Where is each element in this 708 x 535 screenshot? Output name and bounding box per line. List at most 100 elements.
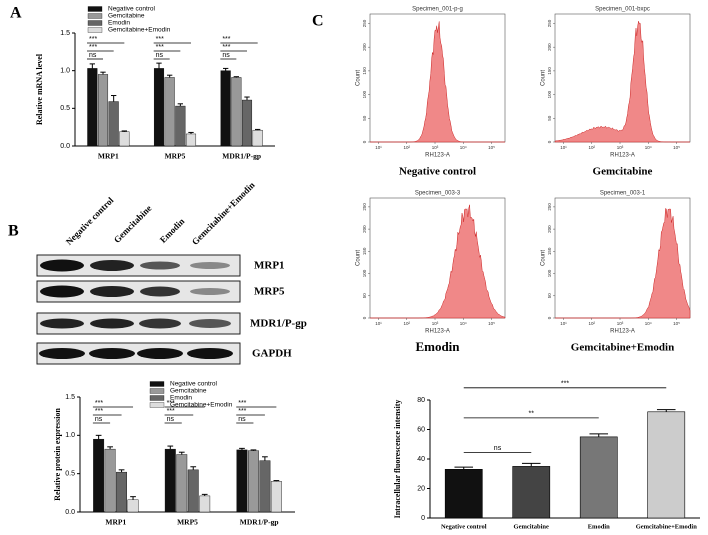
bar bbox=[247, 450, 259, 513]
bar bbox=[176, 454, 188, 513]
flow-panel: 10¹ 10² 10³ 10⁴ 10⁵ 0 50 100 150 200 250 Specimen_0… bbox=[541, 191, 691, 354]
y-tick-label: 200 bbox=[362, 225, 367, 233]
caption: Emodin bbox=[415, 339, 460, 354]
legend-swatch bbox=[87, 13, 103, 19]
y-tick-label: 0 bbox=[547, 140, 552, 143]
lane-label: Emodin bbox=[158, 216, 187, 245]
y-tick-label: 50 bbox=[547, 293, 552, 299]
histogram bbox=[555, 207, 691, 319]
bar bbox=[579, 436, 618, 519]
legend-swatch bbox=[149, 402, 165, 408]
flow-panel: 10¹ 10² 10³ 10⁴ 10⁵ 0 50 100 150 200 250 Specimen_0… bbox=[356, 191, 506, 354]
flow-panel: 10¹ 10² 10³ 10⁴ 10⁵ 0 50 100 150 200 250 Specimen_0… bbox=[356, 7, 506, 178]
histogram bbox=[370, 21, 505, 143]
y-tick-label: 50 bbox=[362, 293, 367, 299]
x-tick-label: 10¹ bbox=[375, 321, 382, 326]
significance-label: ns bbox=[156, 52, 164, 59]
x-tick-label: 10³ bbox=[432, 321, 439, 326]
x-tick-label: MRP1 bbox=[98, 152, 119, 161]
legend-label: Negative control bbox=[170, 381, 218, 388]
y-axis-label: Relative mRNA level bbox=[35, 53, 44, 125]
legend-label: Gemcitabine bbox=[170, 388, 207, 395]
legend-swatch bbox=[87, 27, 103, 33]
legend-label: Negative control bbox=[108, 6, 156, 13]
y-axis-label: Count bbox=[541, 70, 547, 86]
x-tick-label: 10² bbox=[404, 321, 411, 326]
x-axis-label: RH123-A bbox=[610, 329, 635, 335]
y-tick-label: 150 bbox=[547, 67, 552, 75]
lane-label: Gemcitabine bbox=[112, 203, 154, 245]
y-tick-label: 0 bbox=[421, 515, 425, 522]
protein-label: MDR1/P-gp bbox=[250, 318, 307, 330]
x-tick-label: 10³ bbox=[432, 145, 439, 150]
x-tick-label: 10² bbox=[404, 145, 411, 150]
y-tick-label: 250 bbox=[362, 203, 367, 211]
x-axis-label: RH123-A bbox=[610, 153, 635, 159]
x-tick-label: MRP5 bbox=[165, 152, 186, 161]
y-tick-label: 150 bbox=[362, 67, 367, 75]
protein-label: MRP1 bbox=[254, 260, 285, 272]
blot-row bbox=[36, 254, 241, 277]
flow-panel: 10¹ 10² 10³ 10⁴ 10⁵ 0 50 100 150 200 250 Specimen_0… bbox=[541, 7, 691, 178]
y-tick-label: 0.0 bbox=[65, 509, 75, 516]
protein-label: MRP5 bbox=[254, 286, 285, 298]
y-tick-label: 1.0 bbox=[65, 432, 75, 439]
x-tick-label: 10⁵ bbox=[488, 145, 495, 150]
bar bbox=[270, 481, 282, 513]
x-tick-label: 10⁴ bbox=[460, 321, 467, 326]
y-axis-label: Count bbox=[356, 70, 362, 86]
bar bbox=[164, 77, 175, 147]
bar bbox=[153, 68, 165, 147]
y-tick-label: 100 bbox=[547, 90, 552, 98]
bar bbox=[185, 133, 197, 147]
x-tick-label: 10¹ bbox=[560, 145, 567, 150]
legend-swatch bbox=[149, 395, 165, 401]
y-tick-label: 1.5 bbox=[60, 30, 70, 37]
legend-swatch bbox=[149, 388, 165, 394]
panel-label: C bbox=[312, 13, 324, 30]
legend-label: Emodin bbox=[108, 20, 130, 27]
histogram bbox=[370, 204, 506, 319]
bar bbox=[104, 448, 116, 513]
significance-label: ns bbox=[238, 416, 246, 423]
y-tick-label: 40 bbox=[417, 456, 425, 463]
x-tick-label: 10¹ bbox=[560, 321, 567, 326]
y-tick-label: 50 bbox=[547, 115, 552, 121]
y-tick-label: 100 bbox=[547, 269, 552, 277]
bar bbox=[187, 469, 199, 513]
bar bbox=[512, 466, 551, 519]
y-tick-label: 0 bbox=[362, 316, 367, 319]
significance-label: ns bbox=[167, 416, 175, 423]
caption: Negative control bbox=[399, 166, 476, 178]
x-tick-label: Gemcitabine bbox=[514, 523, 549, 530]
x-tick-label: Gemcitabine+Emodin bbox=[636, 523, 698, 530]
x-tick-label: 10² bbox=[589, 321, 596, 326]
y-axis-label: Relative protein expression bbox=[53, 408, 62, 501]
significance-label: ns bbox=[222, 52, 230, 59]
caption: Gemcitabine+Emodin bbox=[571, 342, 674, 354]
x-axis-label: RH123-A bbox=[425, 329, 450, 335]
significance-label: ns bbox=[95, 416, 103, 423]
histogram bbox=[554, 21, 690, 143]
y-axis-label: Count bbox=[541, 250, 547, 266]
bar bbox=[236, 449, 248, 513]
y-tick-label: 60 bbox=[417, 426, 425, 433]
bar bbox=[231, 77, 242, 147]
blot-row bbox=[36, 342, 241, 365]
bar bbox=[199, 495, 211, 513]
significance-label: *** bbox=[156, 36, 164, 43]
y-axis-label: Count bbox=[356, 250, 362, 266]
significance-label: *** bbox=[167, 400, 175, 407]
x-tick-label: MRP1 bbox=[105, 518, 126, 527]
x-tick-label: 10⁴ bbox=[460, 145, 467, 150]
bar bbox=[97, 74, 109, 147]
x-tick-label: 10² bbox=[589, 145, 596, 150]
panel-title: Specimen_001-bxpc bbox=[595, 7, 650, 13]
y-tick-label: 80 bbox=[417, 397, 425, 404]
y-tick-label: 150 bbox=[362, 247, 367, 255]
blot-row bbox=[36, 280, 241, 303]
legend-swatch bbox=[87, 6, 103, 12]
y-tick-label: 100 bbox=[362, 90, 367, 98]
bar bbox=[444, 469, 483, 519]
